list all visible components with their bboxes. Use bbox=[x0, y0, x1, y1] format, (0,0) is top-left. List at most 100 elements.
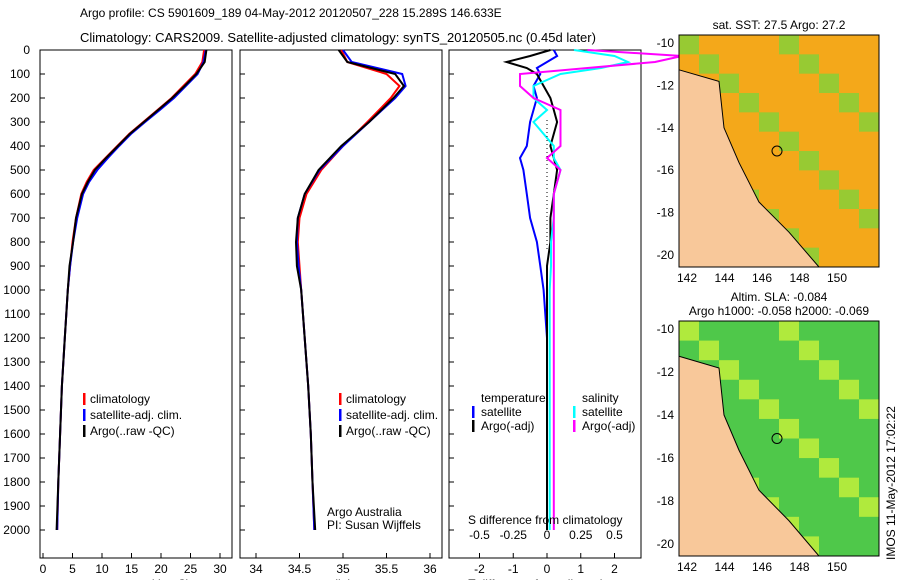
legend-label: satellite bbox=[481, 405, 522, 419]
x-tick-label: 15 bbox=[125, 562, 139, 576]
x2-tick-label: 0 bbox=[544, 528, 551, 542]
x-tick-label: -2 bbox=[474, 562, 485, 576]
x-tick-label: 0 bbox=[40, 562, 47, 576]
y-tick-label: 1800 bbox=[3, 475, 30, 489]
legend-swatch bbox=[472, 420, 475, 432]
legend-swatch bbox=[83, 409, 86, 421]
map-x-tick-label: 142 bbox=[677, 560, 697, 574]
map-x-tick-label: 148 bbox=[789, 560, 809, 574]
series-line-climatology bbox=[296, 49, 401, 531]
x2-tick-label: -0.25 bbox=[500, 528, 528, 542]
map-title: Altim. SLA: -0.084 bbox=[731, 290, 828, 304]
legend-swatch bbox=[339, 425, 342, 437]
y-tick-label: 1900 bbox=[3, 499, 30, 513]
series-line-t-argo-adj- bbox=[502, 49, 559, 530]
sea-cell bbox=[779, 131, 799, 151]
map-y-tick-label: -20 bbox=[657, 248, 675, 262]
legend-swatch bbox=[83, 393, 86, 405]
legend-swatch bbox=[339, 393, 342, 405]
sea-cell bbox=[819, 458, 839, 478]
sea-cell bbox=[859, 112, 879, 132]
sea-cell bbox=[719, 360, 739, 380]
legend-label: satellite bbox=[582, 405, 623, 419]
map-y-tick-label: -12 bbox=[657, 78, 675, 92]
y-tick-label: 900 bbox=[10, 259, 30, 273]
x-tick-label: 30 bbox=[213, 562, 227, 576]
y-tick-label: 1300 bbox=[3, 355, 30, 369]
x-tick-label: 10 bbox=[95, 562, 109, 576]
series-line-satellite-adj-clim- bbox=[295, 49, 407, 531]
x-tick-label: 34.5 bbox=[288, 562, 312, 576]
legend-swatch bbox=[573, 420, 576, 432]
series-line-satellite-adj-clim- bbox=[56, 49, 207, 531]
y-tick-label: 1000 bbox=[3, 283, 30, 297]
legend-swatch bbox=[472, 406, 475, 418]
y-tick-label: 1700 bbox=[3, 451, 30, 465]
legend-label: satellite-adj. clim. bbox=[90, 408, 182, 422]
series-line-t-satellite bbox=[518, 49, 559, 530]
sea-cell bbox=[859, 399, 879, 419]
x-tick-label: 25 bbox=[184, 562, 198, 576]
panel-frame bbox=[239, 49, 443, 559]
y-tick-label: 200 bbox=[10, 91, 30, 105]
map-x-tick-label: 142 bbox=[677, 271, 697, 285]
map-y-tick-label: -14 bbox=[657, 408, 675, 422]
legend-title-salinity: salinity bbox=[582, 391, 619, 405]
x2-axis-label: S difference from climatology bbox=[468, 513, 623, 527]
legend-label: climatology bbox=[346, 392, 406, 406]
annotation: PI: Susan Wijffels bbox=[327, 518, 421, 532]
map-frame bbox=[678, 34, 880, 268]
sea-cell bbox=[679, 35, 699, 55]
map-frame bbox=[678, 320, 880, 557]
sea-cell bbox=[799, 340, 819, 361]
y-tick-label: 2000 bbox=[3, 523, 30, 537]
series-line-argo-raw-qc- bbox=[55, 49, 208, 531]
legend-swatch bbox=[573, 406, 576, 418]
x-tick-label: 1 bbox=[577, 562, 584, 576]
sea-cell bbox=[699, 340, 719, 361]
sea-cell bbox=[759, 399, 779, 419]
x-axis-label: temperature (deg C) bbox=[82, 577, 190, 580]
y-tick-label: 1200 bbox=[3, 331, 30, 345]
sea-cell bbox=[859, 497, 879, 517]
map-y-tick-label: -10 bbox=[657, 322, 675, 336]
y-tick-label: 500 bbox=[10, 163, 30, 177]
legend-label: Argo(..raw -QC) bbox=[346, 424, 431, 438]
sea-cell bbox=[779, 35, 799, 55]
sea-cell bbox=[839, 93, 859, 113]
map-y-tick-label: -16 bbox=[657, 451, 675, 465]
x-tick-label: 2 bbox=[611, 562, 618, 576]
map-y-tick-label: -14 bbox=[657, 121, 675, 135]
legend-title-temperature: temperature bbox=[481, 391, 546, 405]
sea-cell bbox=[839, 189, 859, 209]
map-x-tick-label: 144 bbox=[714, 560, 734, 574]
side-label: IMOS 11-May-2012 17:02:22 bbox=[884, 406, 898, 560]
title-line2: Climatology: CARS2009. Satellite-adjuste… bbox=[80, 30, 596, 45]
legend-swatch bbox=[83, 425, 86, 437]
sea-cell bbox=[819, 73, 839, 93]
sea-cell bbox=[759, 112, 779, 132]
sea-cell bbox=[779, 418, 799, 439]
y-tick-label: 0 bbox=[23, 43, 30, 57]
map-y-tick-label: -10 bbox=[657, 36, 675, 50]
legend-label: Argo(-adj) bbox=[481, 419, 534, 433]
title-line1: Argo profile: CS 5901609_189 04-May-2012… bbox=[80, 6, 502, 20]
sea-cell bbox=[779, 321, 799, 341]
legend-label: satellite-adj. clim. bbox=[346, 408, 438, 422]
map-title: sat. SST: 27.5 Argo: 27.2 bbox=[713, 18, 846, 32]
panel-frame bbox=[39, 49, 233, 559]
sea-cell bbox=[739, 379, 759, 400]
map-y-tick-label: -18 bbox=[657, 494, 675, 508]
argo-position-marker bbox=[771, 433, 783, 444]
legend-swatch bbox=[339, 409, 342, 421]
map-subtitle: Argo h1000: -0.058 h2000: -0.069 bbox=[689, 304, 869, 318]
series-line-s-argo-adj- bbox=[519, 49, 683, 530]
map-x-tick-label: 146 bbox=[752, 560, 772, 574]
x-tick-label: 20 bbox=[154, 562, 168, 576]
map-y-tick-label: -18 bbox=[657, 206, 675, 220]
argo-position-marker bbox=[771, 145, 783, 157]
y-tick-label: 800 bbox=[10, 235, 30, 249]
x-tick-label: 35.5 bbox=[375, 562, 399, 576]
